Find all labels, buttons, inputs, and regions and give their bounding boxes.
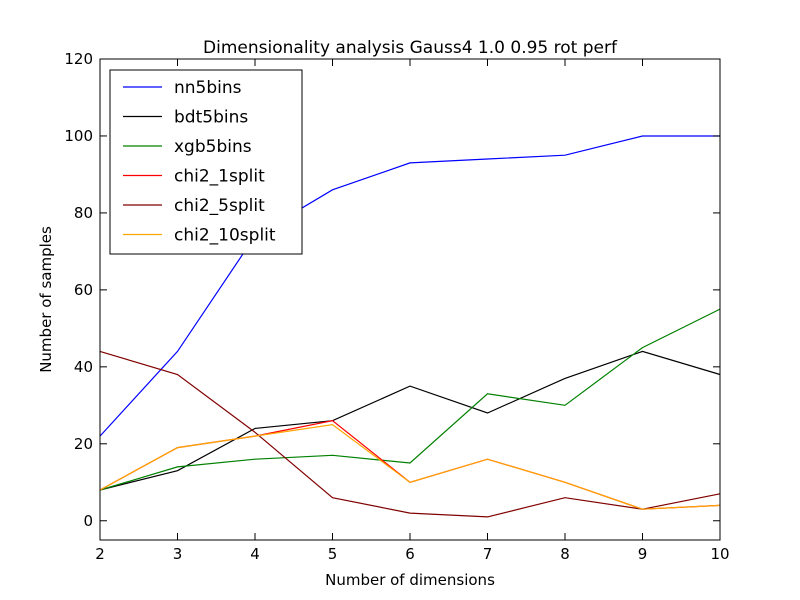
y-tick-label: 100	[64, 127, 93, 145]
legend-label-chi2_5split: chi2_5split	[174, 196, 265, 216]
legend-label-nn5bins: nn5bins	[174, 78, 242, 98]
legend-box	[109, 69, 303, 255]
y-tick-label: 60	[74, 281, 93, 299]
series-line-chi2_5split	[99, 350, 721, 518]
series-layer	[99, 135, 721, 518]
x-tick-label: 4	[250, 545, 260, 563]
y-tick-label: 80	[74, 204, 93, 222]
x-tick-label: 8	[560, 545, 570, 563]
y-tick-label: 40	[74, 358, 93, 376]
x-tick-label: 9	[638, 545, 648, 563]
x-tick-label: 3	[173, 545, 183, 563]
x-tick-label: 2	[95, 545, 105, 563]
series-line-nn5bins	[99, 135, 720, 437]
y-axis-label: Number of samples	[37, 226, 55, 373]
legend: nn5bins bdt5bins xgb5bins chi2_1split chi2_5…	[109, 69, 303, 255]
x-axis-label: Number of dimensions	[325, 571, 495, 589]
legend-label-chi2_1split: chi2_1split	[174, 167, 265, 187]
y-tick-label: 20	[74, 435, 93, 453]
x-tick-label: 10	[710, 545, 729, 563]
x-tick-label: 5	[328, 545, 338, 563]
legend-label-chi2_10split: chi2_10split	[174, 226, 276, 246]
y-tick-label: 120	[64, 50, 93, 68]
series-line-chi2_10split	[99, 423, 721, 510]
legend-label-xgb5bins: xgb5bins	[174, 137, 252, 157]
y-tick-label: 0	[83, 512, 93, 530]
series-line-xgb5bins	[99, 308, 721, 491]
x-tick-label: 6	[405, 545, 415, 563]
series-line-bdt5bins	[99, 350, 721, 491]
legend-label-bdt5bins: bdt5bins	[174, 108, 248, 128]
chart-title: Dimensionality analysis Gauss4 1.0 0.95 …	[203, 38, 618, 58]
x-tick-label: 7	[483, 545, 493, 563]
